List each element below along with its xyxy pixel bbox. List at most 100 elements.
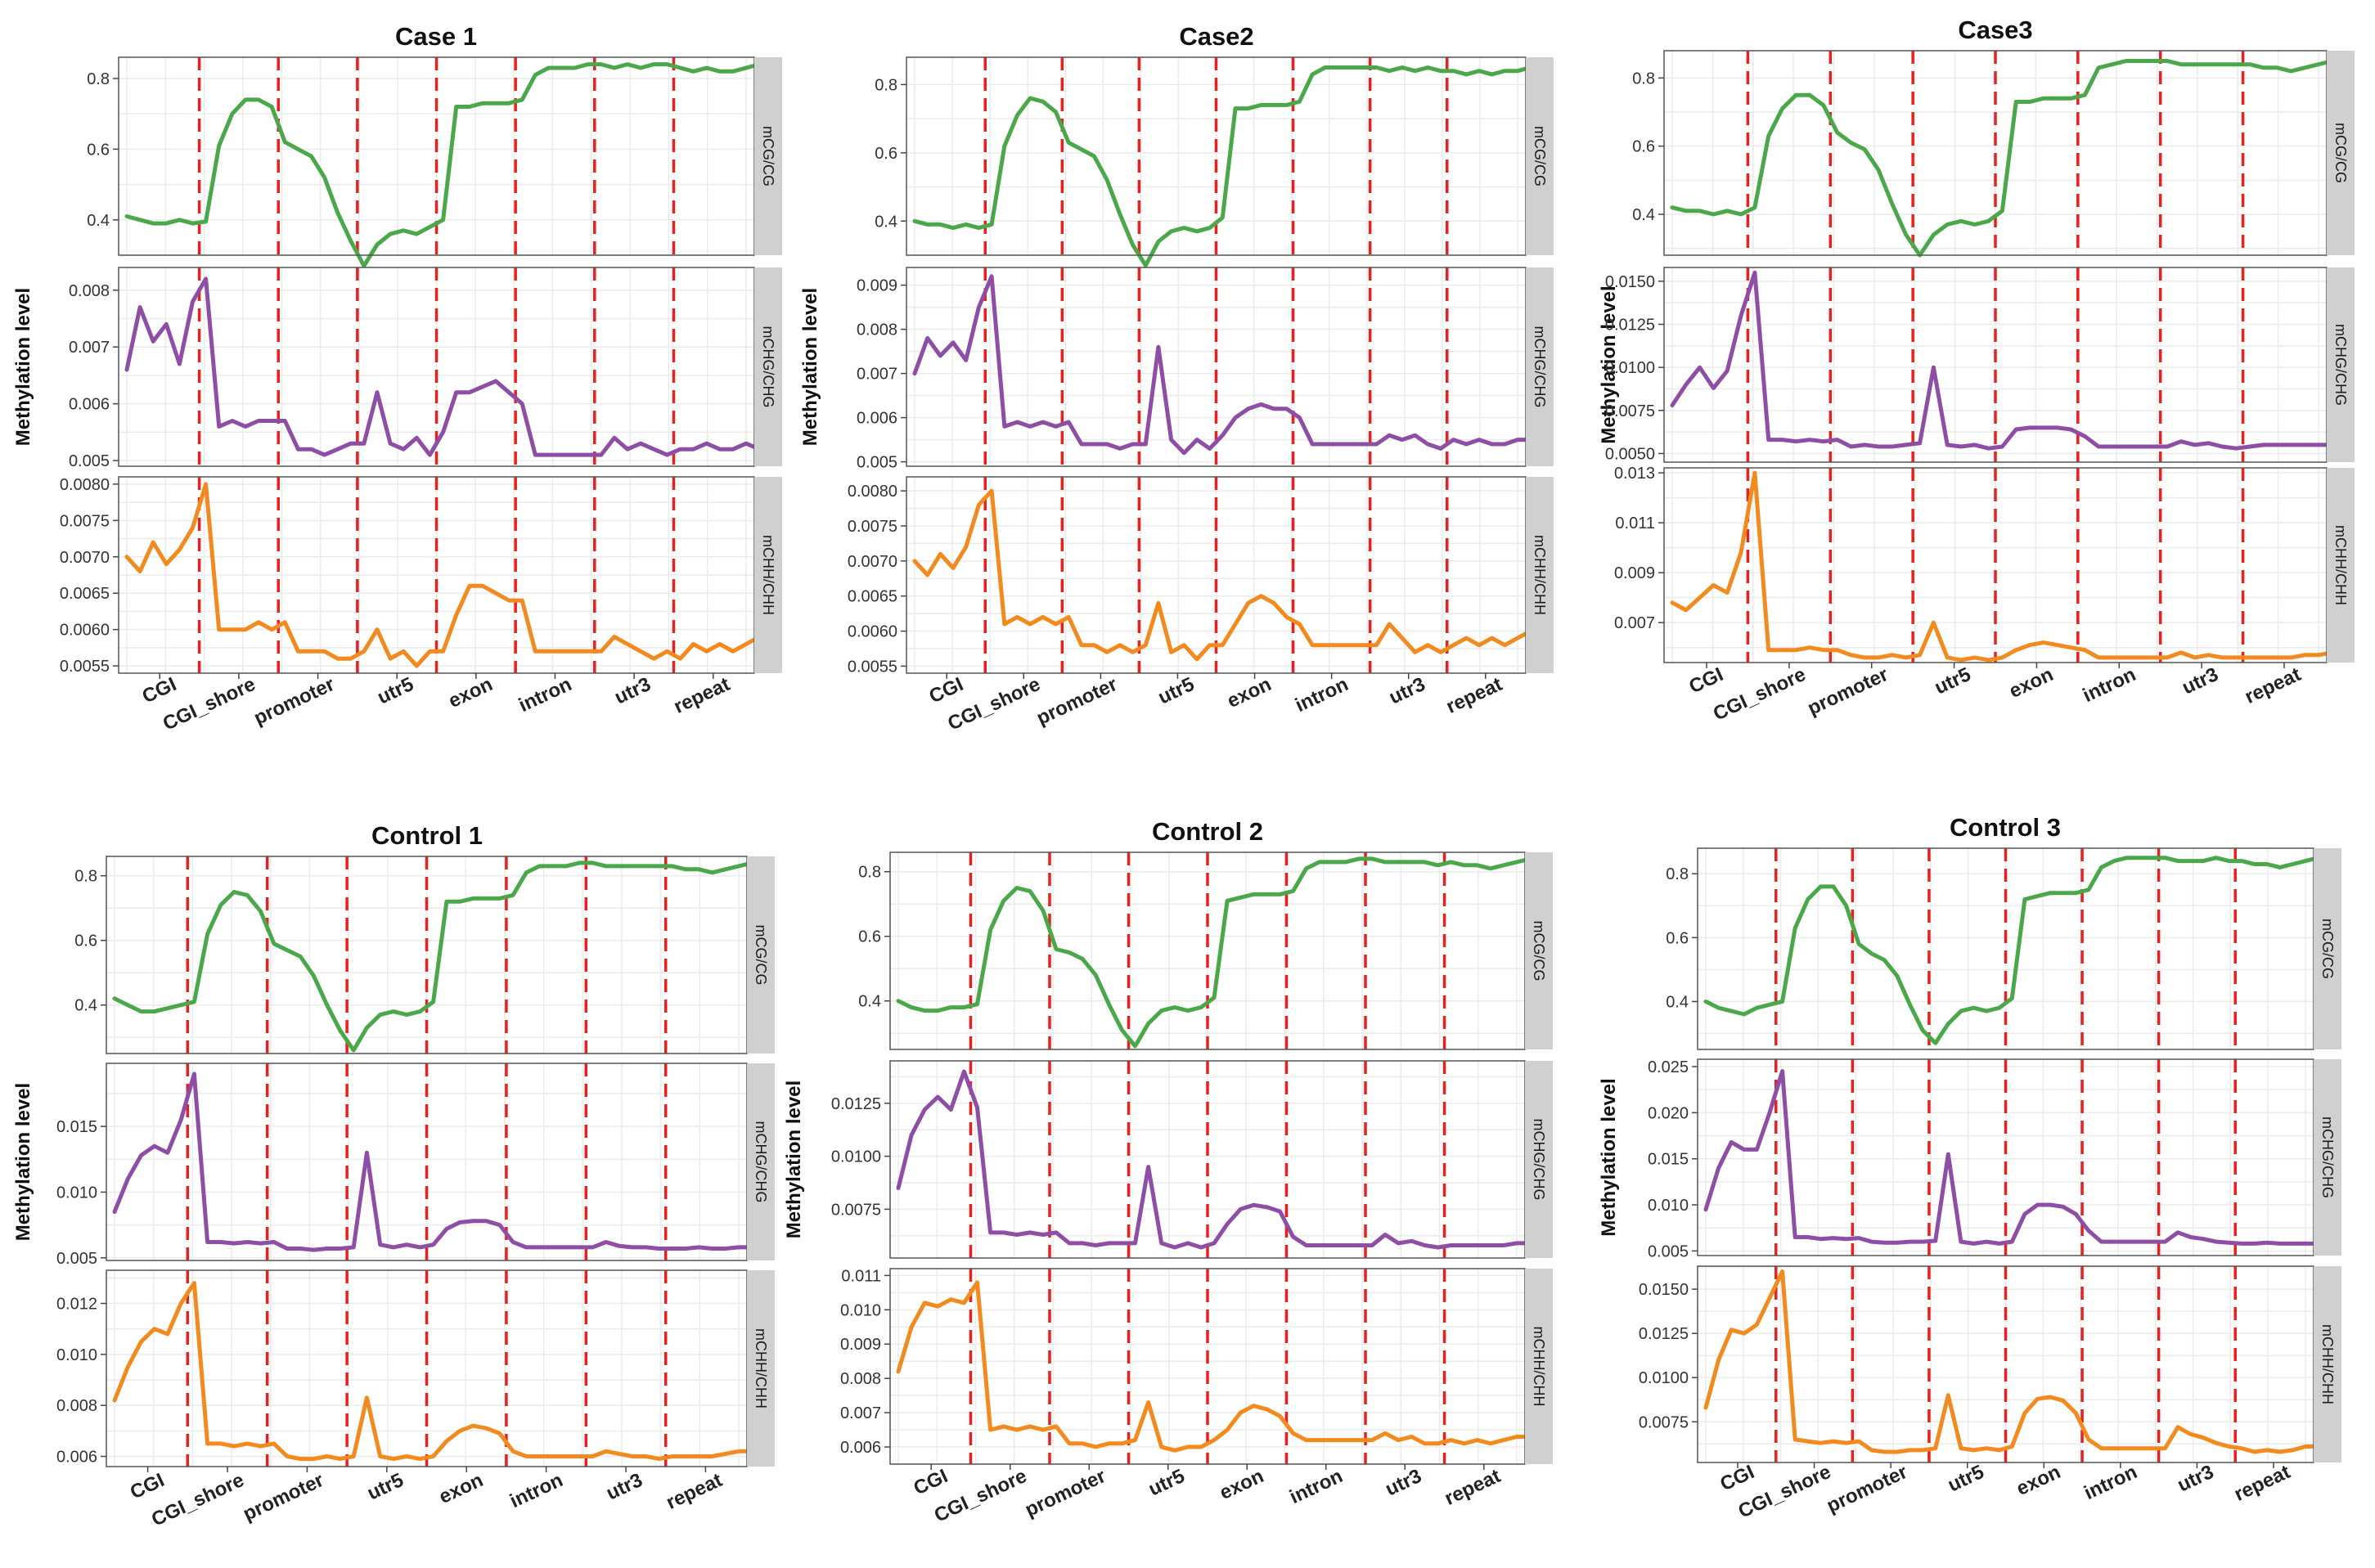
- facet-strip-label: mCHG/CHG: [1532, 326, 1548, 408]
- y-tick-label: 0.8: [858, 864, 881, 882]
- facet-strip: [2327, 51, 2355, 255]
- y-tick-label: 0.8: [1632, 70, 1655, 88]
- y-tick-label: 0.012: [56, 1296, 97, 1314]
- x-tick-label: utr3: [2179, 663, 2222, 699]
- facet: 0.4 0.6 0.8 mCG/CG: [858, 851, 1553, 1050]
- y-tick-label: 0.010: [840, 1301, 881, 1319]
- facet: 0.005 0.010 0.015 mCHG/CHG: [56, 1063, 775, 1268]
- panel-title: Case 1: [395, 22, 477, 51]
- facet-strip-label: mCG/CG: [760, 126, 776, 186]
- panel-title: Case3: [1958, 16, 2032, 44]
- x-tick-label: repeat: [663, 1469, 726, 1514]
- series-line: [1703, 1069, 2321, 1246]
- y-tick-label: 0.0060: [848, 623, 897, 641]
- y-tick-label: 0.0075: [831, 1201, 881, 1219]
- x-tick-label: CGI_shore: [148, 1469, 247, 1531]
- y-tick-label: 0.8: [87, 70, 110, 88]
- series-line: [912, 488, 1533, 662]
- x-tick-label: exon: [2006, 663, 2057, 703]
- facet-strip: [1525, 852, 1553, 1049]
- facet-strip-label: mCHH/CHH: [2332, 525, 2349, 605]
- y-tick-label: 0.0100: [1639, 1369, 1689, 1387]
- facet-strip-label: mCG/CG: [1531, 921, 1547, 982]
- x-tick-label: repeat: [1442, 1465, 1505, 1510]
- chart-panel: Control 2 Methylation level 0.4 0.6 0.8 mCG/C…: [783, 817, 1553, 1527]
- y-tick-label: 0.6: [87, 141, 110, 159]
- y-tick-label: 0.009: [840, 1336, 881, 1354]
- facet-strip: [2327, 468, 2355, 663]
- facet-strip-label: mCG/CG: [1532, 126, 1548, 186]
- series-line: [912, 65, 1533, 267]
- y-tick-label: 0.4: [1632, 206, 1655, 224]
- x-tick-label: intron: [2080, 1461, 2140, 1504]
- y-tick-label: 0.0070: [60, 549, 110, 567]
- y-tick-label: 0.0065: [60, 585, 110, 603]
- x-tick-label: utr3: [1382, 1465, 1425, 1501]
- y-tick-label: 0.005: [56, 1250, 97, 1268]
- panel-title: Control 1: [371, 821, 483, 850]
- y-tick-label: 0.6: [1632, 138, 1655, 156]
- facet: 0.4 0.6 0.8 mCG/CG: [87, 56, 782, 268]
- x-tick-label: promoter: [1804, 663, 1891, 720]
- y-tick-label: 0.006: [857, 410, 897, 428]
- x-tick-label: promoter: [240, 1469, 327, 1525]
- y-tick-label: 0.008: [56, 1397, 97, 1415]
- y-tick-label: 0.008: [840, 1370, 881, 1388]
- y-tick-label: 0.4: [858, 993, 881, 1011]
- y-tick-label: 0.6: [858, 928, 881, 946]
- y-tick-label: 0.025: [1648, 1058, 1689, 1076]
- y-tick-label: 0.4: [74, 997, 97, 1015]
- x-tick-label: CGI: [1716, 1461, 1757, 1496]
- y-tick-label: 0.4: [87, 212, 110, 230]
- series-line: [124, 276, 762, 457]
- facet-strip: [754, 267, 782, 466]
- x-tick-label: utr5: [1145, 1465, 1189, 1501]
- y-tick-label: 0.010: [56, 1184, 97, 1202]
- series-line: [896, 856, 1532, 1049]
- facet-strip: [2327, 267, 2355, 462]
- y-axis-label: Methylation level: [783, 1081, 805, 1238]
- y-tick-label: 0.009: [857, 277, 897, 295]
- facet-strip-label: mCHG/CHG: [2319, 1116, 2336, 1198]
- x-tick-label: promoter: [1824, 1461, 1911, 1517]
- x-tick-label: CGI: [926, 673, 967, 708]
- x-tick-label: CGI: [127, 1469, 168, 1504]
- facet-strip: [1526, 267, 1554, 466]
- facet: 0.4 0.6 0.8 mCG/CG: [1666, 847, 2341, 1050]
- y-tick-label: 0.020: [1648, 1104, 1689, 1122]
- x-tick-label: intron: [515, 673, 575, 717]
- facet-strip: [1525, 1061, 1553, 1258]
- series-line: [112, 860, 754, 1053]
- facet: 0.005 0.006 0.007 0.008 mCHG/CHG: [69, 267, 782, 470]
- y-tick-label: 0.4: [1666, 993, 1689, 1011]
- facet-strip: [2314, 1059, 2341, 1256]
- x-tick-label: CGI: [1685, 663, 1726, 699]
- y-tick-label: 0.4: [875, 213, 897, 231]
- y-tick-label: 0.0080: [848, 483, 897, 501]
- y-tick-label: 0.0125: [1639, 1325, 1689, 1343]
- y-tick-label: 0.007: [840, 1404, 881, 1422]
- y-tick-label: 0.006: [840, 1439, 881, 1457]
- y-tick-label: 0.0075: [1639, 1413, 1689, 1431]
- x-tick-label: intron: [1286, 1465, 1346, 1508]
- facet-strip-label: mCHH/CHH: [1531, 1327, 1547, 1407]
- y-tick-label: 0.010: [1648, 1197, 1689, 1215]
- y-tick-label: 0.008: [69, 282, 110, 300]
- series-line: [1703, 1269, 2321, 1454]
- x-tick-label: repeat: [1443, 673, 1506, 718]
- x-tick-label: utr5: [1154, 673, 1198, 709]
- series-line: [1703, 856, 2321, 1045]
- y-tick-label: 0.005: [857, 454, 897, 472]
- y-tick-label: 0.0075: [1605, 402, 1655, 420]
- x-tick-label: exon: [1217, 1465, 1267, 1504]
- y-axis-label: Methylation level: [1598, 285, 1620, 443]
- x-tick-label: utr5: [1932, 663, 1975, 699]
- facet-strip: [747, 1270, 775, 1467]
- panel-title: Case2: [1179, 22, 1253, 51]
- facet-strip-label: mCHG/CHG: [753, 1121, 769, 1203]
- facet: 0.0055 0.0060 0.0065 0.0070 0.0075 0.0080 mCHH…: [60, 476, 782, 679]
- chart-panel: Case2 Methylation level 0.4 0.6 0.8 mCG/CG 0.0…: [799, 22, 1554, 735]
- facet-strip: [747, 856, 775, 1054]
- y-tick-label: 0.0150: [1605, 273, 1655, 291]
